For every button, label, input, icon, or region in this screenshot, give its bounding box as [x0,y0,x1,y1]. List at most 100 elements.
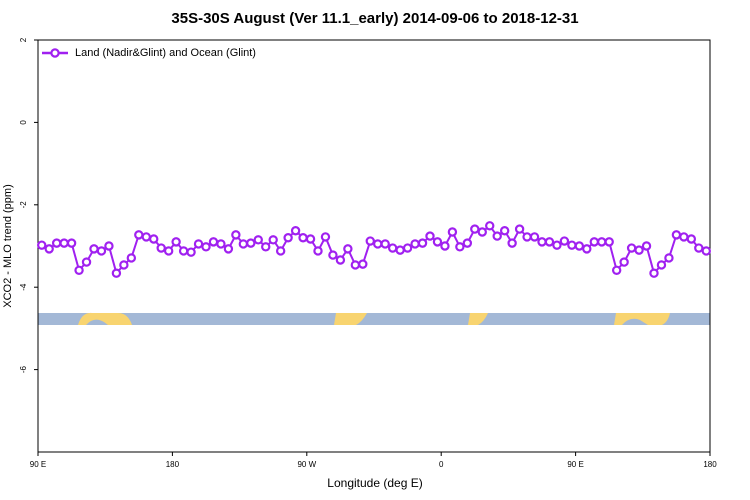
data-point [410,239,420,249]
data-point [96,246,107,256]
data-point [201,242,211,252]
data-point [567,240,577,250]
y-tick-label: 2 [19,37,28,42]
data-point [59,238,69,248]
data-point [395,245,405,255]
data-point [656,260,667,270]
data-point [231,230,241,240]
data-point [171,237,181,247]
land-ocean-strip [38,312,710,325]
data-point [402,243,413,253]
data-point [37,240,47,250]
data-point [44,244,54,254]
data-point [208,237,219,247]
y-axis-label: XCO2 - MLO trend (ppm) [2,184,14,307]
data-point [701,246,711,256]
data-point [626,243,637,253]
data-point [387,243,398,253]
data-point [417,238,428,248]
chart-title: 35S-30S August (Ver 11.1_early) 2014-09-… [171,10,578,27]
data-point [492,231,502,241]
legend-label: Land (Nadir&Glint) and Ocean (Glint) [75,47,256,59]
x-tick-label: 90 E [567,460,583,469]
y-tick-label: -4 [19,283,28,291]
data-point [440,241,450,251]
x-tick-label: 180 [703,460,717,469]
x-tick-label: 0 [439,460,444,469]
data-point [365,236,375,246]
data-point [514,224,525,234]
data-point [89,244,99,254]
data-point [343,244,353,254]
x-tick-label: 90 W [297,460,316,469]
data-point [507,238,517,248]
data-point [178,246,189,256]
y-tick-label: -6 [19,365,28,373]
data-point [455,242,465,252]
data-point [320,232,331,242]
data-point [358,259,368,269]
data-point [649,268,659,278]
data-point [679,232,689,242]
data-point [328,250,338,260]
data-point [582,244,592,254]
data-point [298,233,308,243]
data-point [156,243,166,253]
data-point [283,233,293,243]
data-point [574,241,585,251]
data-point [305,234,316,244]
data-point [686,234,697,244]
data-point [149,234,159,244]
y-tick-label: 0 [19,120,28,125]
data-point [477,227,487,237]
data-point [694,243,704,253]
data-point [223,244,234,254]
data-point [664,253,674,263]
data-point [66,238,77,248]
x-tick-label: 90 E [30,460,46,469]
data-point [193,239,204,249]
data-point [313,246,323,256]
data-point [380,239,390,249]
data-point [111,268,122,278]
data-point [604,237,614,247]
data-point [81,257,92,267]
data-point [462,238,473,248]
y-tick-label: -2 [19,201,28,209]
data-point [499,226,510,236]
data-point [119,260,129,270]
data-point [186,247,196,257]
data-point [552,240,562,250]
data-point [246,238,256,248]
data-point [51,238,62,248]
data-point [350,260,361,270]
data-point [261,242,271,252]
data-point [425,231,435,241]
data-point [253,235,263,245]
data-point [619,257,629,267]
data-point [432,237,443,247]
data-point [529,232,540,242]
data-point [104,241,114,251]
data-point [634,245,644,255]
data-point [335,255,346,265]
data-point [589,237,599,247]
data-point [268,235,278,245]
data-point [238,239,249,249]
data-point [290,226,301,236]
data-point [134,230,144,240]
data-point [522,232,532,242]
data-point [470,224,480,234]
data-point [447,227,458,237]
data-point [216,239,226,249]
data-point [671,230,682,240]
data-point [74,265,84,276]
data-point [559,236,570,246]
data-point [126,253,137,263]
data-point [641,241,652,251]
data-point [485,221,495,231]
data-point [275,246,286,256]
x-tick-label: 180 [166,460,180,469]
data-point [597,237,607,247]
